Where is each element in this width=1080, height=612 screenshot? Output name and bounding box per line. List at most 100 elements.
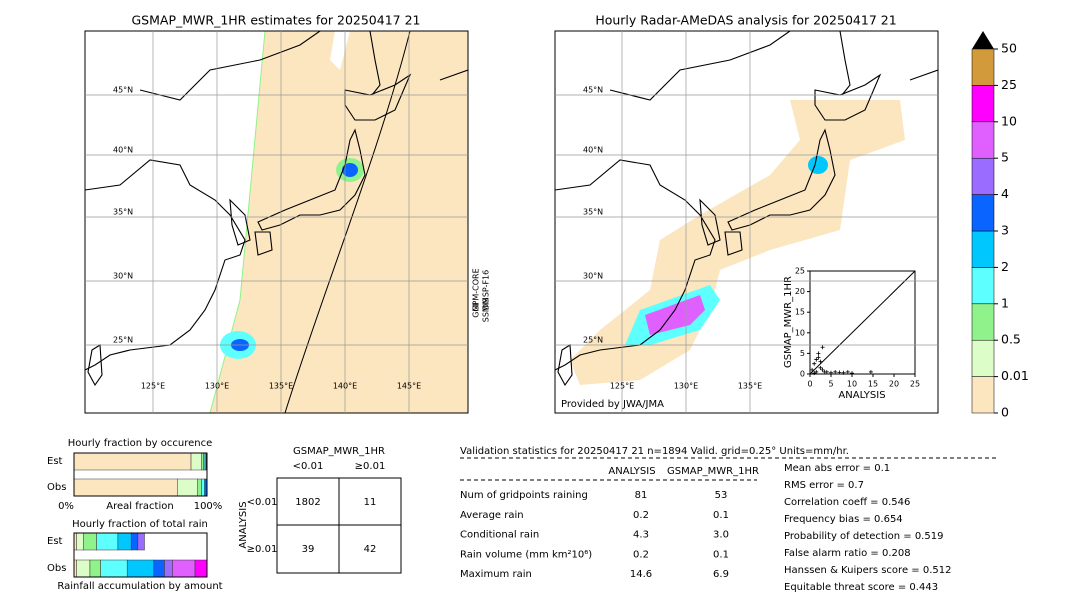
col-header: GSMAP_MWR_1HR <box>667 466 759 477</box>
map-frame <box>554 30 939 414</box>
stats-header: Validation statistics for 20250417 21 n=… <box>460 446 849 457</box>
lon-label: 125°E <box>141 382 165 391</box>
cell: 53 <box>715 490 728 501</box>
lat-label: 40°N <box>583 146 603 155</box>
y-tick-label: 25 <box>795 267 805 276</box>
y-tick-label: 0 <box>800 370 805 379</box>
sensor-label: GMI <box>472 302 481 317</box>
axis-label: Rainfall accumulation by amount <box>57 581 222 592</box>
bar-segment <box>164 559 173 578</box>
y-axis-label: GSMAP_MWR_1HR <box>783 276 794 368</box>
x-tick-label: 25 <box>910 380 920 389</box>
axis-label: Areal fraction <box>106 501 173 512</box>
colorbar-swatch <box>971 230 995 268</box>
colorbar-label: 0.5 <box>1001 332 1021 347</box>
score: Mean abs error = 0.1 <box>784 463 890 474</box>
credit: Provided by JWA/JMA <box>561 399 664 410</box>
y-tick-label: 5 <box>800 349 805 358</box>
bar-segment <box>117 532 132 551</box>
lat-label: 45°N <box>583 86 603 95</box>
row-label: Rain volume (mm km²10⁶) <box>460 549 592 560</box>
cell: 81 <box>635 490 648 501</box>
bar-segment <box>194 559 208 578</box>
colorbar-swatch <box>971 376 995 414</box>
lat-label: 30°N <box>113 272 133 281</box>
colorbar-label: 0.01 <box>1001 368 1029 383</box>
rain-area <box>808 156 828 174</box>
x-tick-label: 15 <box>868 380 878 389</box>
lat-label: 40°N <box>113 146 133 155</box>
x-tick-label: 0 <box>807 380 812 389</box>
bar-segment <box>73 452 192 471</box>
rain-area <box>209 31 468 413</box>
map-title: GSMAP_MWR_1HR estimates for 20250417 21 <box>132 13 421 28</box>
sensor-label: GPM-CORE <box>472 268 481 311</box>
row-label: Obs <box>47 563 66 574</box>
colorbar-swatch <box>971 121 995 159</box>
bar-segment <box>130 532 139 551</box>
tick-label: 100% <box>194 501 223 512</box>
point <box>818 359 823 364</box>
cell: 0.2 <box>633 549 649 560</box>
score: Hanssen & Kuipers score = 0.512 <box>784 565 951 576</box>
point <box>824 369 829 374</box>
cell: 0.2 <box>633 510 649 521</box>
col-header: <0.01 <box>293 461 324 472</box>
colorbar-swatch <box>971 194 995 232</box>
x-tick-label: 5 <box>828 380 833 389</box>
map-frame <box>84 30 469 414</box>
colorbar-extend <box>972 31 994 49</box>
bar-segment <box>153 559 165 578</box>
col-header: ANALYSIS <box>608 466 655 477</box>
row-header: ≥0.01 <box>247 544 278 555</box>
cell: 4.3 <box>633 530 649 541</box>
row-label: Est <box>47 536 63 547</box>
colorbar-label: 50 <box>1001 41 1017 56</box>
row-label: Obs <box>47 482 66 493</box>
point <box>837 370 842 375</box>
row-label: Average rain <box>460 510 524 521</box>
bar-segment <box>76 532 84 551</box>
point <box>850 371 854 376</box>
row-title: ANALYSIS <box>238 501 249 548</box>
bar-segment <box>96 532 119 551</box>
swath-edge <box>284 31 411 413</box>
left-map <box>85 31 468 413</box>
bar-segment <box>137 532 145 551</box>
score: Equitable threat score = 0.443 <box>784 582 938 593</box>
colorbar-swatch <box>971 267 995 305</box>
cell: 0.1 <box>713 510 729 521</box>
bar-segment <box>100 559 128 578</box>
colorbar-label: 2 <box>1001 259 1009 274</box>
bar-segment <box>197 478 202 497</box>
colorbar-swatch <box>971 339 995 377</box>
colorbar-label: 0 <box>1001 405 1009 420</box>
bar-segment <box>201 478 205 497</box>
colorbar-swatch <box>971 48 995 86</box>
cell: 3.0 <box>713 530 729 541</box>
col-header: ≥0.01 <box>355 461 386 472</box>
cell: 42 <box>364 544 377 555</box>
x-axis-label: ANALYSIS <box>838 390 885 401</box>
x-tick-label: 10 <box>847 380 857 389</box>
score: RMS error = 0.7 <box>784 480 864 491</box>
point <box>810 367 815 372</box>
panel-title: Hourly fraction of total rain <box>72 519 208 530</box>
cell: 6.9 <box>713 569 729 580</box>
point <box>820 345 825 350</box>
lon-label: 145°E <box>397 382 421 391</box>
score: Probability of detection = 0.519 <box>784 531 943 542</box>
colorbar-label: 5 <box>1001 150 1009 165</box>
colorbar-swatch <box>971 157 995 195</box>
row-label: Conditional rain <box>460 530 539 541</box>
colorbar-swatch <box>971 303 995 341</box>
bar-segment <box>190 452 202 471</box>
bar-frame <box>73 452 208 497</box>
sensor-label: SSMIS <box>482 298 491 323</box>
tick-label: 0% <box>58 501 74 512</box>
cell: 39 <box>302 544 315 555</box>
bar-segment <box>126 559 155 578</box>
colorbar-label: 3 <box>1001 223 1009 238</box>
diagonal <box>809 270 916 375</box>
